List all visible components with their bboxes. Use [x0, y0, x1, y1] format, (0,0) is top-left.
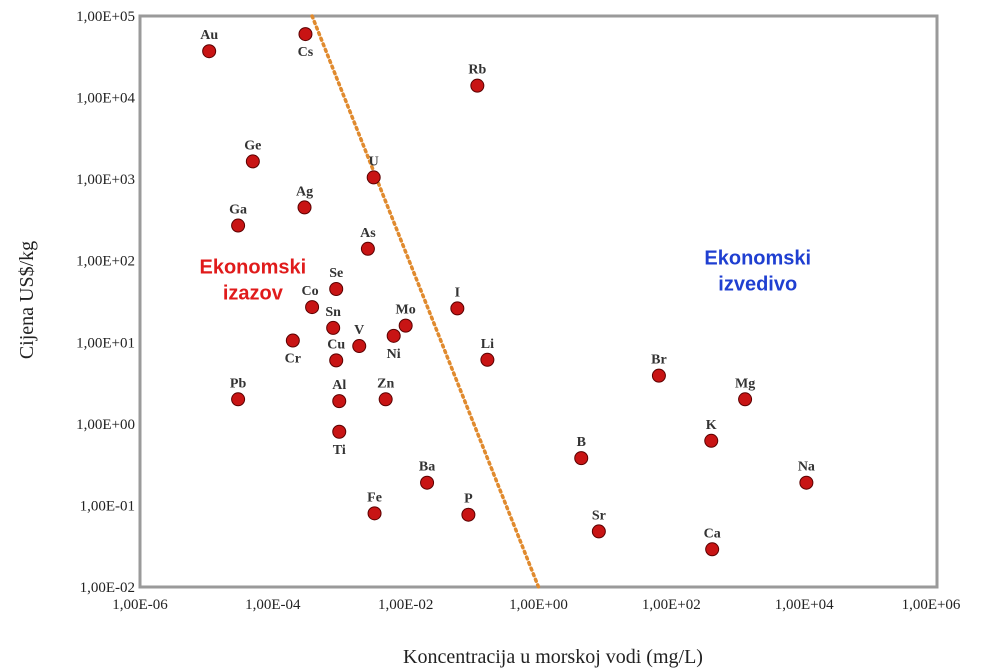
x-tick-label: 1,00E+02	[642, 597, 701, 613]
point-label: Se	[329, 266, 343, 281]
point-label: Al	[332, 378, 346, 393]
data-point	[329, 353, 344, 368]
point-label: Ba	[419, 460, 435, 475]
data-point	[651, 368, 666, 383]
data-point	[367, 506, 382, 521]
data-points	[202, 27, 814, 557]
y-tick-label: 1,00E+01	[76, 335, 135, 351]
y-tick-labels: 1,00E+05 1,00E+04 1,00E+03 1,00E+02 1,00E+01…	[76, 9, 135, 596]
y-tick-label: 1,00E+04	[76, 91, 135, 107]
point-label: Li	[481, 337, 494, 352]
point-label: P	[464, 492, 473, 507]
point-label: B	[577, 435, 586, 450]
y-tick-label: 1,00E-01	[80, 498, 135, 514]
point-label: Cr	[285, 352, 301, 367]
point-label: Ag	[296, 184, 313, 199]
y-tick-label: 1,00E+00	[76, 417, 135, 433]
data-point	[332, 394, 347, 409]
x-tick-label: 1,00E+04	[775, 597, 834, 613]
point-label: Br	[651, 353, 667, 368]
data-point	[298, 27, 313, 42]
point-label: Ni	[387, 347, 401, 362]
data-point	[461, 507, 476, 522]
point-label: I	[455, 285, 460, 300]
y-tick-label: 1,00E+03	[76, 172, 135, 188]
point-label: As	[360, 226, 376, 241]
point-label: Au	[200, 28, 218, 43]
point-label: Pb	[230, 376, 247, 391]
data-point	[470, 78, 485, 93]
y-axis-title: Cijena US$/kg	[16, 241, 38, 359]
data-point	[305, 300, 320, 315]
region-annotation-line: izazov	[223, 282, 284, 304]
data-point	[386, 328, 401, 343]
point-label: Sr	[592, 508, 606, 523]
data-point	[591, 524, 606, 539]
data-point	[799, 475, 814, 490]
data-point	[366, 170, 381, 185]
point-label: Na	[798, 460, 815, 475]
data-point	[285, 333, 300, 348]
data-point	[480, 352, 495, 367]
region-annotation-line: Ekonomski	[199, 256, 306, 278]
x-tick-label: 1,00E+00	[509, 597, 568, 613]
point-label: Cs	[298, 45, 314, 60]
region-annotation-line: Ekonomski	[704, 247, 811, 269]
point-label: Ge	[244, 138, 261, 153]
divider-layer	[310, 14, 541, 589]
point-label: Sn	[325, 305, 341, 320]
point-label: Ca	[704, 526, 721, 541]
data-point	[231, 392, 246, 407]
point-label: V	[354, 323, 364, 338]
data-point	[378, 392, 393, 407]
point-label: Ti	[333, 443, 346, 458]
data-point	[245, 154, 260, 169]
y-tick-label: 1,00E+05	[76, 9, 135, 25]
point-label: Fe	[367, 490, 382, 505]
divider-line	[310, 14, 541, 589]
data-point	[705, 542, 720, 557]
data-point	[420, 475, 435, 490]
data-point	[329, 282, 344, 297]
data-point	[326, 320, 341, 335]
data-point	[297, 200, 312, 215]
x-tick-label: 1,00E+06	[902, 597, 961, 613]
data-point	[332, 424, 347, 439]
data-point	[574, 451, 589, 466]
data-point	[202, 44, 217, 59]
point-label: K	[706, 418, 717, 433]
point-label: Mg	[735, 376, 755, 391]
region-annotations: Ekonomski izazov Ekonomski izvedivo	[199, 247, 811, 304]
point-label: Cu	[327, 337, 345, 352]
data-point	[398, 318, 413, 333]
data-point	[738, 392, 753, 407]
point-label: Rb	[468, 63, 486, 78]
x-tick-label: 1,00E-06	[112, 597, 168, 613]
point-label: Ga	[229, 203, 247, 218]
y-tick-label: 1,00E+02	[76, 254, 135, 270]
data-point	[450, 301, 465, 316]
data-point	[360, 241, 375, 256]
plot-area	[138, 14, 939, 589]
point-label: Zn	[377, 376, 394, 391]
data-point	[704, 433, 719, 448]
point-label: U	[369, 154, 379, 169]
region-annotation-line: izvedivo	[718, 273, 797, 295]
x-tick-label: 1,00E-02	[378, 597, 433, 613]
x-tick-label: 1,00E-04	[245, 597, 301, 613]
point-label: Mo	[396, 303, 416, 318]
data-point	[231, 218, 246, 233]
data-point	[352, 339, 367, 354]
x-tick-labels: 1,00E-06 1,00E-04 1,00E-02 1,00E+00 1,00E+02…	[112, 597, 961, 613]
y-tick-label: 1,00E-02	[80, 580, 135, 596]
point-labels: Au Cs Rb Ge U Ag Ga As Se Co I Sn Mo Ni Cr V Cu Li Br Pb Al Z…	[200, 28, 815, 541]
x-axis-title: Koncentracija u morskoj vodi (mg/L)	[403, 646, 703, 668]
point-label: Co	[302, 284, 319, 299]
